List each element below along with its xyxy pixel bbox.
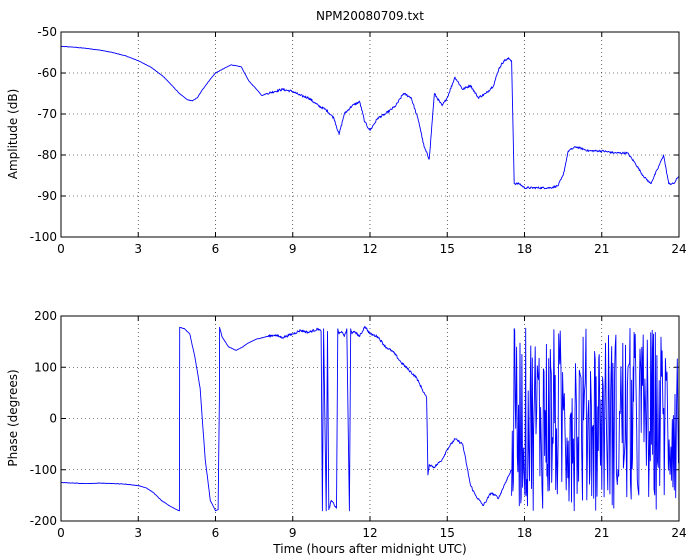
- amplitude-ytick-label: -80: [37, 148, 57, 162]
- amplitude-xtick-label: 12: [362, 242, 377, 256]
- phase-xtick-label: 24: [671, 526, 686, 540]
- amplitude-xtick-label: 21: [594, 242, 609, 256]
- amplitude-series: [60, 45, 680, 190]
- amplitude-panel: NPM20080709.txt 0 3 6 9 12 15 18 21 24 -100 -90 -80…: [6, 9, 687, 256]
- phase-axes-box: [60, 315, 680, 522]
- phase-grid: [61, 316, 679, 521]
- phase-xtick-label: 18: [517, 526, 532, 540]
- phase-xtick-label: 0: [57, 526, 65, 540]
- phase-ytick-label: 0: [49, 412, 57, 426]
- chart-title: NPM20080709.txt: [316, 9, 424, 23]
- phase-series: [61, 325, 679, 512]
- amplitude-ylabel: Amplitude (dB): [6, 89, 20, 180]
- amplitude-ytick-label: -70: [37, 107, 57, 121]
- phase-xtick-label: 6: [212, 526, 220, 540]
- amplitude-xtick-label: 24: [671, 242, 686, 256]
- phase-xtick-label: 9: [289, 526, 297, 540]
- amplitude-xtick-label: 0: [57, 242, 65, 256]
- amplitude-ytick-label: -100: [30, 230, 57, 244]
- amplitude-grid: [61, 32, 679, 237]
- phase-panel: 0 3 6 9 12 15 18 21 24 -200 -100 0 100 200 Phase (deg…: [6, 309, 687, 556]
- amplitude-axes-box: [60, 31, 680, 238]
- amplitude-ytick-label: -50: [37, 25, 57, 39]
- phase-ytick-label: 200: [34, 309, 57, 323]
- phase-xtick-label: 12: [362, 526, 377, 540]
- phase-series-line: [61, 325, 512, 512]
- amplitude-ticks: 0 3 6 9 12 15 18 21 24 -100 -90 -80 -70 -60 -50: [30, 25, 687, 256]
- amplitude-ytick-label: -90: [37, 189, 57, 203]
- amplitude-xtick-label: 9: [289, 242, 297, 256]
- amplitude-xtick-label: 3: [134, 242, 142, 256]
- phase-ylabel: Phase (degrees): [6, 369, 20, 466]
- phase-xtick-label: 15: [440, 526, 455, 540]
- amplitude-ytick-label: -60: [37, 66, 57, 80]
- amplitude-xtick-label: 18: [517, 242, 532, 256]
- phase-xtick-label: 3: [134, 526, 142, 540]
- phase-series-line: [511, 327, 679, 512]
- phase-xlabel: Time (hours after midnight UTC): [272, 542, 466, 556]
- amplitude-series-line: [60, 45, 680, 190]
- phase-xtick-label: 21: [594, 526, 609, 540]
- amplitude-xtick-label: 6: [212, 242, 220, 256]
- phase-ytick-label: -100: [30, 463, 57, 477]
- phase-ytick-label: -200: [30, 514, 57, 528]
- phase-ytick-label: 100: [34, 360, 57, 374]
- amplitude-xtick-label: 15: [440, 242, 455, 256]
